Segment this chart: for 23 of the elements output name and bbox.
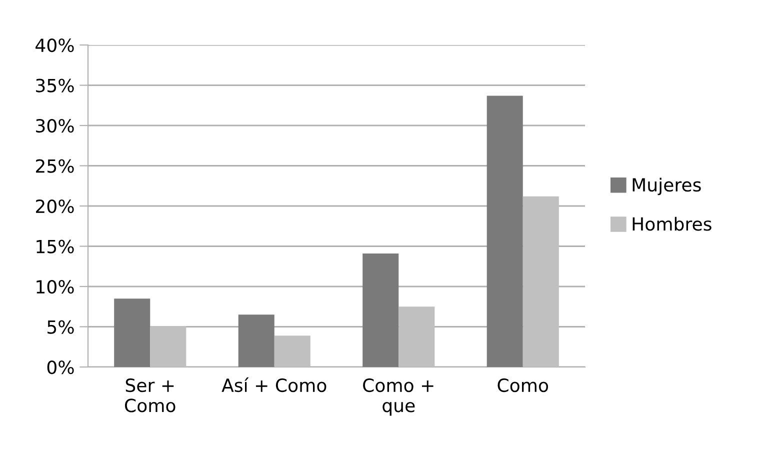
y-tick-label: 0% xyxy=(47,360,74,374)
x-tick-label: Como xyxy=(498,378,548,392)
x-tick-label: Como + que xyxy=(363,378,434,416)
bar xyxy=(114,298,150,367)
y-tick-label: 40% xyxy=(36,38,74,52)
y-tick-label: 30% xyxy=(36,118,74,133)
x-tick-label: Así + Como xyxy=(222,377,326,392)
y-tick-label: 35% xyxy=(36,78,74,92)
bar xyxy=(238,314,274,367)
bar xyxy=(150,326,186,367)
y-tick-label: 15% xyxy=(36,240,74,254)
y-tick-label: 10% xyxy=(36,280,74,294)
legend-label: Mujeres xyxy=(632,178,701,196)
bar xyxy=(398,306,435,367)
x-tick-label: Ser + Como xyxy=(124,378,176,412)
y-tick-label: 5% xyxy=(48,320,74,334)
bar xyxy=(362,253,399,367)
bar xyxy=(522,196,559,367)
bar xyxy=(274,336,310,367)
y-tick-label: 25% xyxy=(36,159,74,173)
y-tick-label: 20% xyxy=(36,199,74,214)
legend-label: Hombres xyxy=(632,216,712,231)
bar xyxy=(486,96,523,367)
